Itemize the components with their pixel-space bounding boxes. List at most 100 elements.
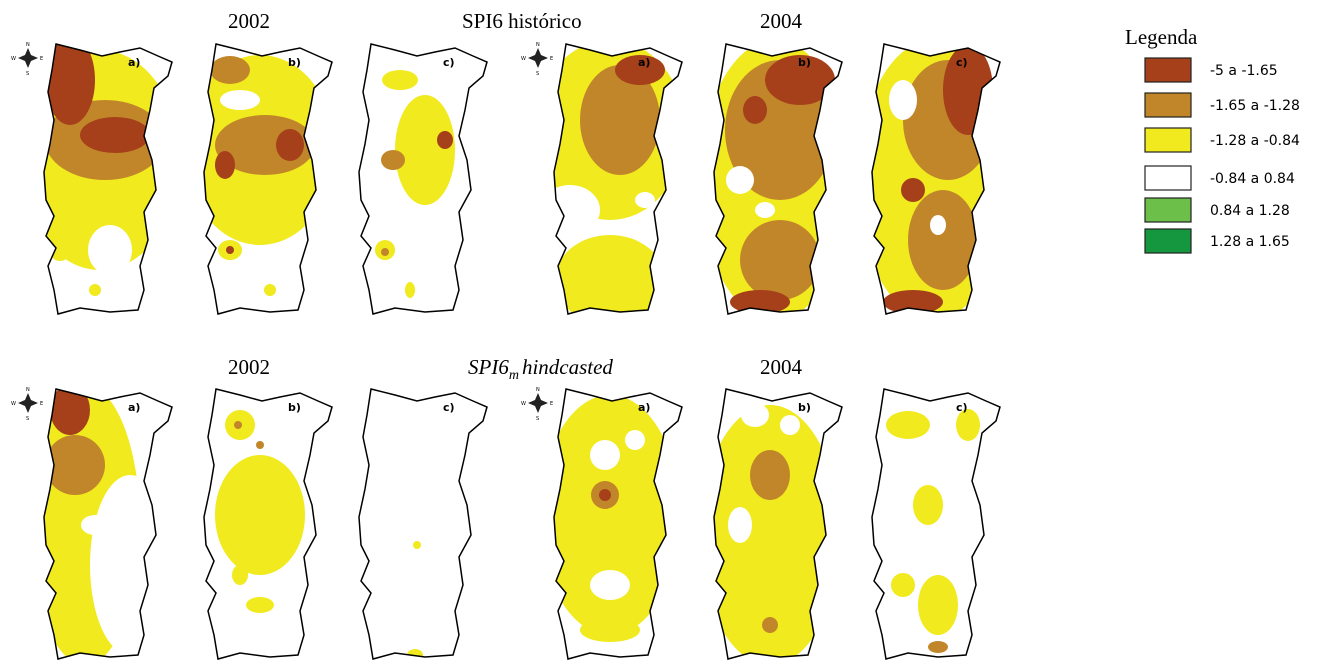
panel-label: a) — [128, 401, 140, 414]
compass-s: S — [536, 71, 539, 77]
drought-area — [891, 573, 915, 597]
compass-n: N — [26, 387, 30, 393]
map-panel: b) — [700, 385, 850, 663]
drought-area — [555, 235, 665, 325]
legend-swatch — [1145, 93, 1191, 117]
map-panel: b) — [185, 40, 340, 320]
drought-area — [755, 202, 775, 218]
compass-rose — [18, 48, 38, 68]
compass-w: W — [11, 401, 16, 407]
drought-area — [762, 617, 778, 633]
map-panel: c) — [355, 385, 495, 663]
panel-label: c) — [443, 401, 455, 414]
drought-area — [780, 415, 800, 435]
drought-area — [232, 565, 248, 585]
drought-area — [918, 575, 958, 635]
drought-area — [930, 215, 946, 235]
drought-area — [413, 541, 421, 549]
compass-rose — [18, 393, 38, 413]
compass-n: N — [536, 42, 540, 48]
drought-area — [381, 248, 389, 256]
compass-s: S — [26, 416, 29, 422]
drought-area — [889, 80, 917, 120]
legend-swatch — [1145, 198, 1191, 222]
compass-rose — [528, 393, 548, 413]
compass-w: W — [521, 401, 526, 407]
drought-area — [246, 597, 274, 613]
drought-area — [215, 151, 235, 179]
legend-swatch — [1145, 58, 1191, 82]
drought-areas — [540, 385, 690, 663]
drought-area — [276, 129, 304, 161]
panel-label: b) — [288, 401, 301, 414]
drought-area — [395, 95, 455, 205]
map-background — [355, 385, 495, 663]
drought-area — [625, 430, 645, 450]
compass-s: S — [536, 416, 539, 422]
row-title: SPI6 histórico — [462, 9, 582, 33]
legend-label: -5 a -1.65 — [1210, 63, 1278, 79]
year-title: 2004 — [760, 9, 803, 33]
legend-swatch — [1145, 166, 1191, 190]
drought-area — [256, 441, 264, 449]
legend-label: -0.84 a 0.84 — [1210, 171, 1295, 187]
drought-area — [726, 166, 754, 194]
drought-area — [928, 641, 948, 653]
drought-area — [943, 45, 993, 135]
compass: N S W E — [521, 42, 553, 77]
drought-areas — [868, 385, 1008, 663]
map-panel: a) N S W E — [521, 40, 690, 325]
drought-area — [437, 131, 453, 149]
panel-label: b) — [798, 401, 811, 414]
title-main: SPI6 — [468, 355, 509, 379]
compass: N S W E — [11, 387, 43, 422]
legend-title: Legenda — [1125, 25, 1198, 49]
compass-n: N — [536, 387, 540, 393]
legend-label: -1.28 a -0.84 — [1210, 133, 1300, 149]
drought-area — [750, 450, 790, 500]
compass: N S W E — [521, 387, 553, 422]
drought-areas — [355, 40, 495, 320]
drought-area — [590, 440, 620, 470]
compass-s: S — [26, 71, 29, 77]
drought-areas — [185, 40, 340, 320]
drought-area — [741, 403, 769, 427]
compass: NSWE — [11, 42, 43, 77]
drought-area — [215, 455, 305, 575]
compass-e: E — [550, 401, 553, 407]
compass-e: E — [40, 401, 43, 407]
legend-label: 1.28 a 1.65 — [1210, 234, 1290, 250]
drought-area — [743, 96, 767, 124]
map-panel: b) — [700, 40, 850, 320]
figure: a)NSWEb)c)a)NSWEb)c)a)NSWEb)c)a)NSWEb)c)… — [0, 0, 1331, 663]
map-panel: c) — [355, 40, 495, 320]
drought-areas — [355, 385, 495, 663]
legend: Legenda -5 a -1.65-1.65 a -1.28-1.28 a -… — [1125, 25, 1300, 253]
panel-label: c) — [956, 56, 968, 69]
map-panel: b) — [200, 385, 340, 663]
compass-e: E — [550, 56, 553, 62]
year-title: 2004 — [760, 355, 803, 379]
drought-area — [599, 489, 611, 501]
panel-label: a) — [128, 56, 140, 69]
drought-area — [226, 246, 234, 254]
drought-areas — [535, 40, 690, 325]
compass-w: W — [11, 56, 16, 62]
panel-label: b) — [288, 56, 301, 69]
drought-area — [728, 507, 752, 543]
compass-e: E — [40, 56, 43, 62]
drought-areas — [700, 40, 850, 320]
panel-label: c) — [956, 401, 968, 414]
drought-area — [234, 421, 242, 429]
compass-rose — [528, 48, 548, 68]
drought-area — [80, 117, 150, 153]
compass-w: W — [521, 56, 526, 62]
drought-area — [220, 90, 260, 110]
map-panel: c) — [868, 385, 1008, 663]
panel-label: b) — [798, 56, 811, 69]
drought-areas — [700, 385, 850, 663]
panel-label: a) — [638, 56, 650, 69]
